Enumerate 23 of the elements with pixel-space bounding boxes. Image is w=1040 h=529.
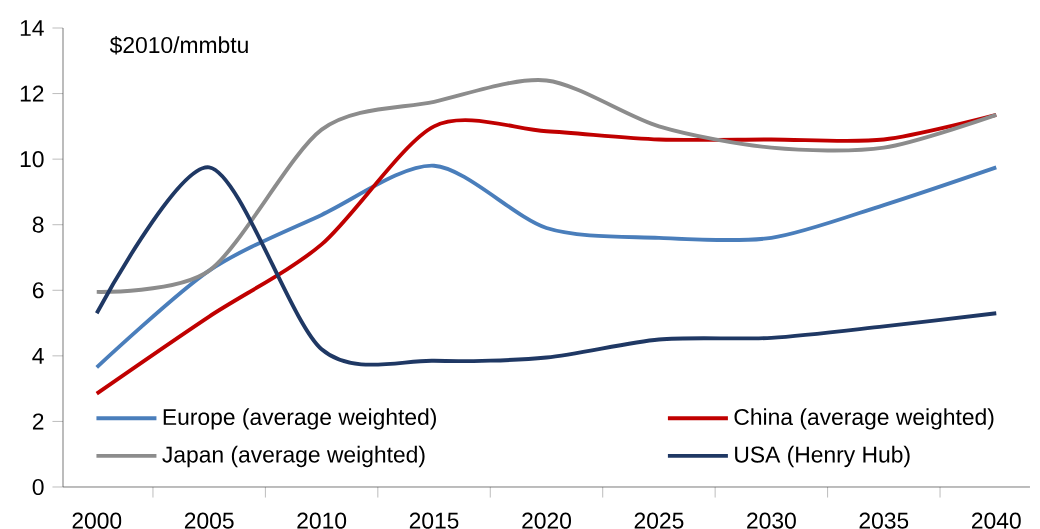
legend-label: China (average weighted) [734,408,994,430]
y-tick-label: 10 [20,151,44,168]
legend-label: USA (Henry Hub) [735,445,910,468]
y-axis-title: $2010/mmbtu [109,35,248,55]
x-tick-label: 2035 [859,512,909,529]
x-tick-label: 2040 [972,512,1021,529]
line-series [94,78,999,294]
y-tick-label: 6 [32,282,44,299]
x-tick-label: 2025 [634,512,684,529]
y-tick-label: 12 [20,85,44,102]
y-tick-label: 2 [32,413,44,430]
x-tick-label: 2010 [297,512,347,529]
x-tick-label: 2000 [72,512,122,529]
legend-label: Japan (average weighted) [162,445,425,468]
y-tick-label: 4 [32,348,44,364]
y-tick-label: 14 [20,20,44,36]
y-tick-label: 0 [32,478,44,496]
x-tick-label: 2005 [184,512,234,529]
y-tick-label: 8 [32,216,44,233]
x-tick-label: 2030 [747,512,796,529]
x-tick-label: 2020 [522,512,572,529]
x-tick-label: 2015 [409,512,459,529]
legend-label: Europe (average weighted) [163,408,436,430]
